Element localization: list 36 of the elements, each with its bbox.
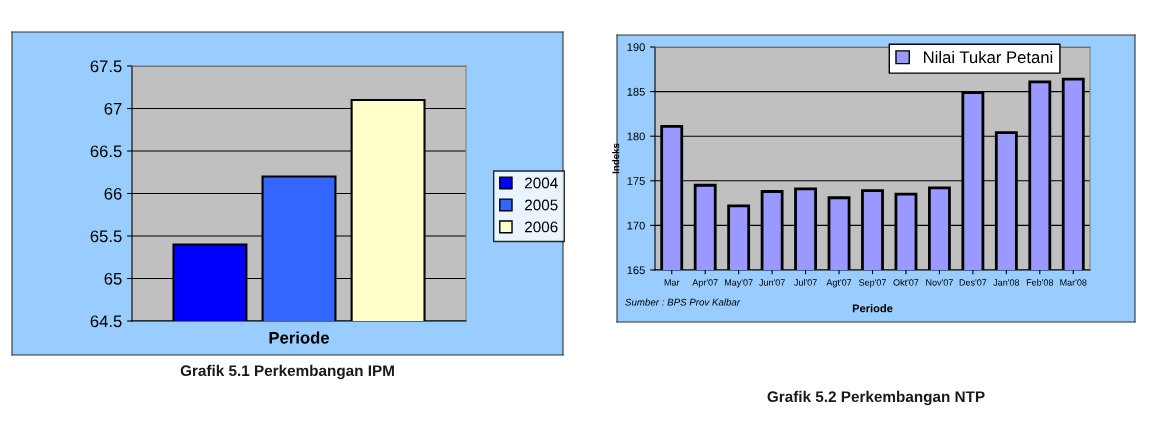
x-tick-label: Okt'07	[893, 279, 919, 286]
y-tick-label: 66	[104, 187, 122, 200]
y-tick-label: 180	[627, 132, 645, 141]
x-tick-label: Des'07	[959, 279, 987, 286]
legend-label: 2004	[525, 177, 558, 189]
x-tick-label: Feb'08	[1026, 279, 1054, 286]
y-tick-label: 65	[104, 272, 122, 285]
x-tick-label: Nov'07	[926, 279, 953, 286]
y-tick-label: 67.5	[90, 60, 122, 73]
x-tick-label: Sep'07	[859, 279, 886, 288]
x-tick-label: Jul'07	[794, 279, 817, 286]
legend-label: 2005	[525, 199, 558, 211]
legend-label: Nilai Tukar Petani	[924, 50, 1053, 64]
y-tick-label: 65.5	[90, 230, 122, 243]
x-tick-label: Jan'08	[993, 279, 1020, 286]
x-tick-label: Mar	[664, 279, 680, 286]
x-tick-label: Mar'08	[1060, 279, 1087, 286]
x-tick-label: Jun'07	[759, 279, 785, 286]
y-tick-label: 64.5	[90, 315, 122, 328]
y-tick-label: 185	[627, 87, 645, 96]
y-axis-title: Indeks	[612, 143, 620, 174]
text: Grafik 5.1 Perkembangan IPM	[180, 364, 394, 380]
y-tick-label: 67	[104, 102, 122, 115]
text: Grafik 5.2 Perkembangan NTP	[767, 390, 985, 406]
x-tick-label: Apr'07	[692, 279, 718, 288]
y-tick-label: 66.5	[90, 145, 122, 158]
y-tick-label: 165	[627, 266, 645, 275]
y-tick-label: 175	[627, 177, 645, 185]
y-tick-label: 190	[627, 43, 645, 52]
y-tick-label: 170	[627, 221, 645, 230]
x-tick-label: Agt'07	[826, 279, 852, 288]
legend-label: 2006	[525, 221, 558, 233]
x-axis-title: Periode	[852, 304, 893, 313]
x-tick-label: May'07	[724, 279, 753, 288]
text: Sumber : BPS Prov Kalbar	[625, 298, 741, 306]
x-axis-title: Periode	[269, 331, 329, 344]
